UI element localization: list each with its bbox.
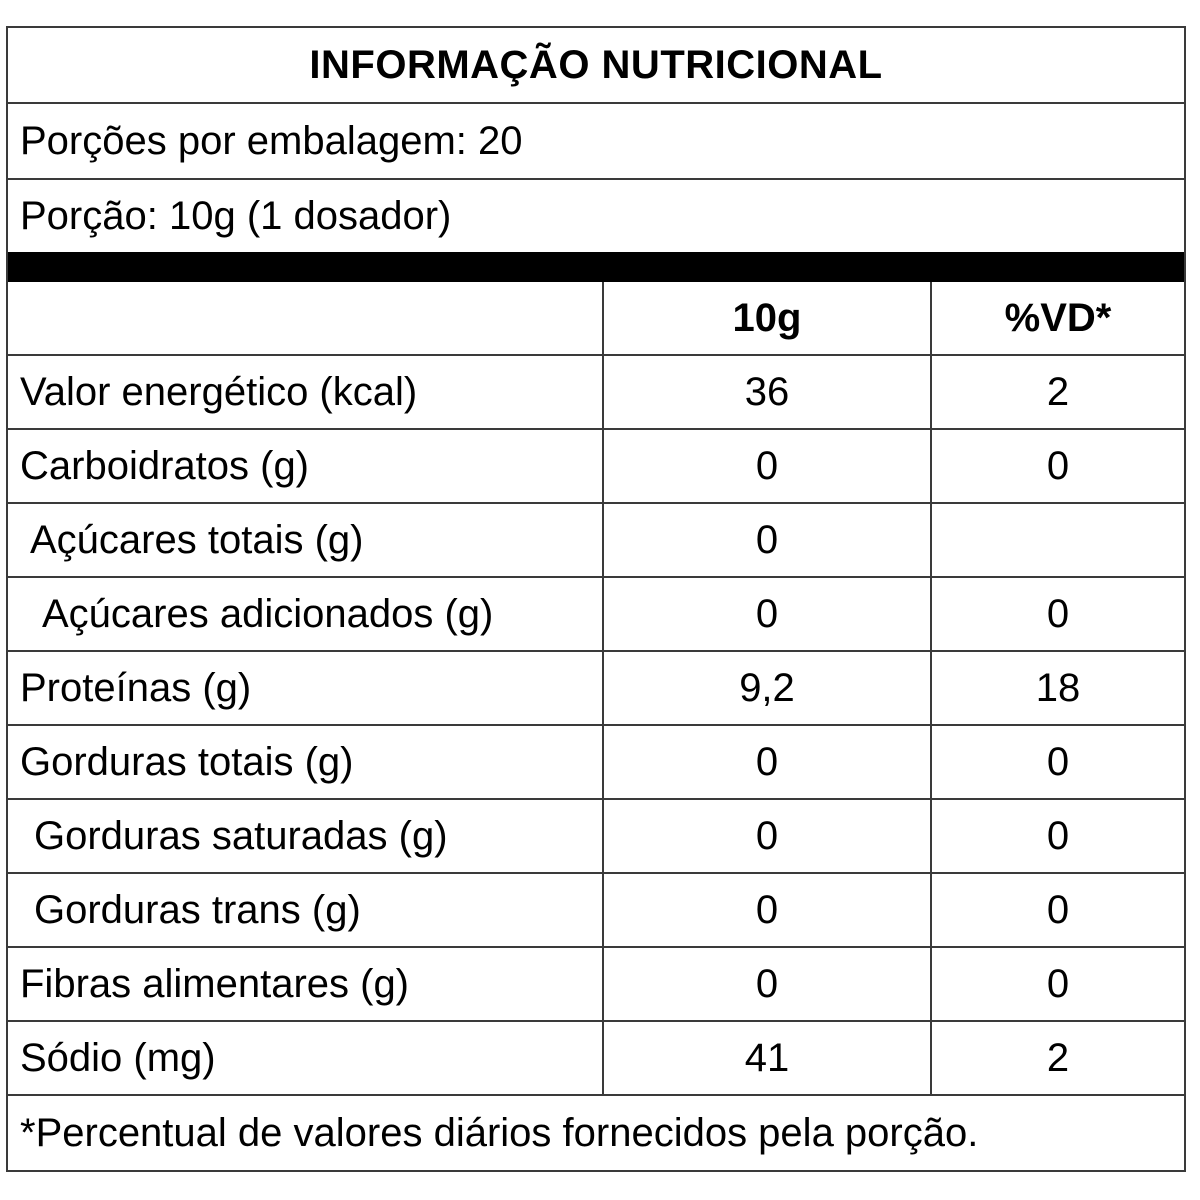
nutrient-daily-value xyxy=(932,504,1184,576)
table-row: Gorduras totais (g) 0 0 xyxy=(8,726,1184,800)
table-row: Valor energético (kcal) 36 2 xyxy=(8,356,1184,430)
nutrient-amount: 36 xyxy=(604,356,932,428)
nutrient-name: Fibras alimentares (g) xyxy=(8,948,604,1020)
nutrient-daily-value: 0 xyxy=(1046,961,1070,1006)
servings-per-package-row: Porções por embalagem: 20 xyxy=(8,104,1184,180)
nutrient-name: Valor energético (kcal) xyxy=(8,356,604,428)
table-header-row: 10g %VD* xyxy=(8,282,1184,356)
nutrient-daily-value: 2 xyxy=(1046,369,1070,414)
nutrient-name: Proteínas (g) xyxy=(8,652,604,724)
nutrient-name: Gorduras trans (g) xyxy=(8,874,604,946)
nutrient-amount: 41 xyxy=(604,1022,932,1094)
label-title: INFORMAÇÃO NUTRICIONAL xyxy=(309,42,883,87)
nutrient-name: Gorduras saturadas (g) xyxy=(8,800,604,872)
nutrient-name: Açúcares adicionados (g) xyxy=(8,578,604,650)
table-row: Açúcares adicionados (g) 0 0 xyxy=(8,578,1184,652)
serving-size: Porção: 10g (1 dosador) xyxy=(20,193,452,238)
nutrient-amount: 0 xyxy=(604,504,932,576)
nutrient-amount: 0 xyxy=(604,430,932,502)
label-title-row: INFORMAÇÃO NUTRICIONAL xyxy=(8,28,1184,104)
servings-per-package: Porções por embalagem: 20 xyxy=(20,118,523,163)
table-row: Açúcares totais (g) 0 xyxy=(8,504,1184,578)
footnote-row: *Percentual de valores diários fornecido… xyxy=(8,1096,1184,1170)
nutrient-amount: 0 xyxy=(604,948,932,1020)
nutrition-facts-label: INFORMAÇÃO NUTRICIONAL Porções por embal… xyxy=(6,26,1186,1172)
table-row: Sódio (mg) 41 2 xyxy=(8,1022,1184,1096)
nutrient-name: Gorduras totais (g) xyxy=(8,726,604,798)
nutrient-amount: 9,2 xyxy=(604,652,932,724)
table-row: Proteínas (g) 9,2 18 xyxy=(8,652,1184,726)
table-row: Fibras alimentares (g) 0 0 xyxy=(8,948,1184,1022)
table-row: Carboidratos (g) 0 0 xyxy=(8,430,1184,504)
table-row: Gorduras trans (g) 0 0 xyxy=(8,874,1184,948)
header-daily-value: %VD* xyxy=(1004,295,1112,340)
nutrient-daily-value: 0 xyxy=(1046,813,1070,858)
nutrient-daily-value: 0 xyxy=(1046,887,1070,932)
nutrient-amount: 0 xyxy=(604,726,932,798)
nutrient-daily-value: 0 xyxy=(1046,443,1070,488)
nutrient-name: Sódio (mg) xyxy=(8,1022,604,1094)
serving-size-row: Porção: 10g (1 dosador) xyxy=(8,180,1184,252)
header-amount: 10g xyxy=(604,282,932,354)
nutrient-daily-value: 18 xyxy=(1035,665,1081,710)
nutrient-amount: 0 xyxy=(604,800,932,872)
nutrient-name: Açúcares totais (g) xyxy=(8,504,604,576)
nutrient-amount: 0 xyxy=(604,874,932,946)
footnote: *Percentual de valores diários fornecido… xyxy=(20,1110,979,1155)
nutrient-daily-value: 0 xyxy=(1046,739,1070,784)
thick-divider xyxy=(8,252,1184,282)
nutrient-amount: 0 xyxy=(604,578,932,650)
nutrient-daily-value: 0 xyxy=(1046,591,1070,636)
nutrient-name: Carboidratos (g) xyxy=(8,430,604,502)
table-row: Gorduras saturadas (g) 0 0 xyxy=(8,800,1184,874)
header-nutrient xyxy=(8,282,604,354)
nutrient-daily-value: 2 xyxy=(1046,1035,1070,1080)
